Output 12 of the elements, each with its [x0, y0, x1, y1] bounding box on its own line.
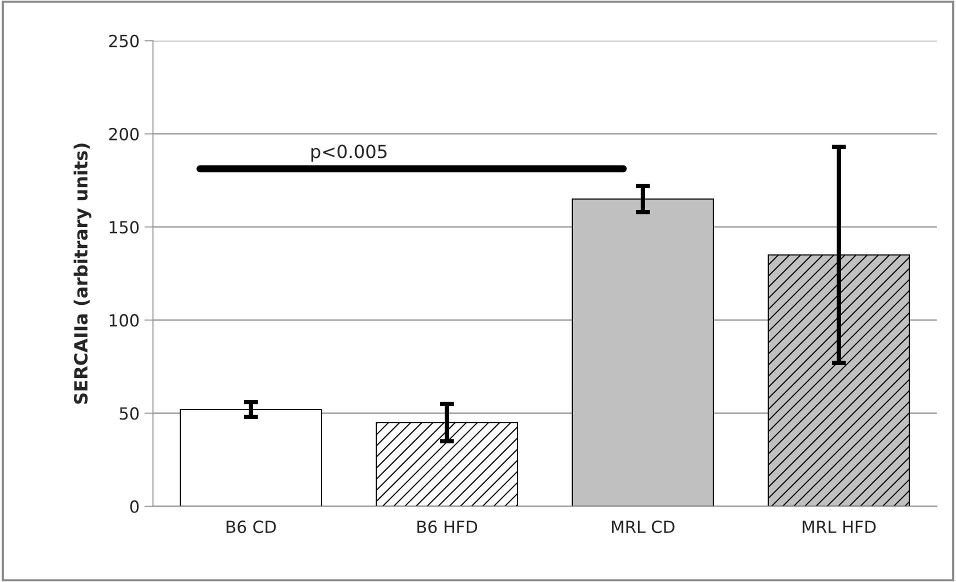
x-tick-label: MRL CD: [612, 520, 674, 534]
y-tick-label: 150: [110, 220, 139, 234]
y-tick-label: 100: [110, 314, 139, 327]
y-tick-label: 0: [130, 500, 139, 513]
y-tick-label: 200: [109, 128, 139, 140]
annotation: p<0.005: [311, 144, 386, 162]
x-tick-label: MRL HFD: [802, 520, 876, 533]
y-tick-label: 250: [109, 34, 139, 48]
x-tick-label: B6 CD: [226, 520, 276, 534]
x-tick-label: B6 HFD: [417, 520, 478, 534]
y-tick-label: 50: [120, 407, 139, 420]
y-axis-title: SERCAIIa (arbitrary units): [74, 144, 92, 404]
